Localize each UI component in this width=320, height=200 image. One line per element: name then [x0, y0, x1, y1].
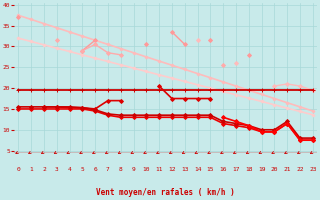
X-axis label: Vent moyen/en rafales ( km/h ): Vent moyen/en rafales ( km/h ): [96, 188, 235, 197]
